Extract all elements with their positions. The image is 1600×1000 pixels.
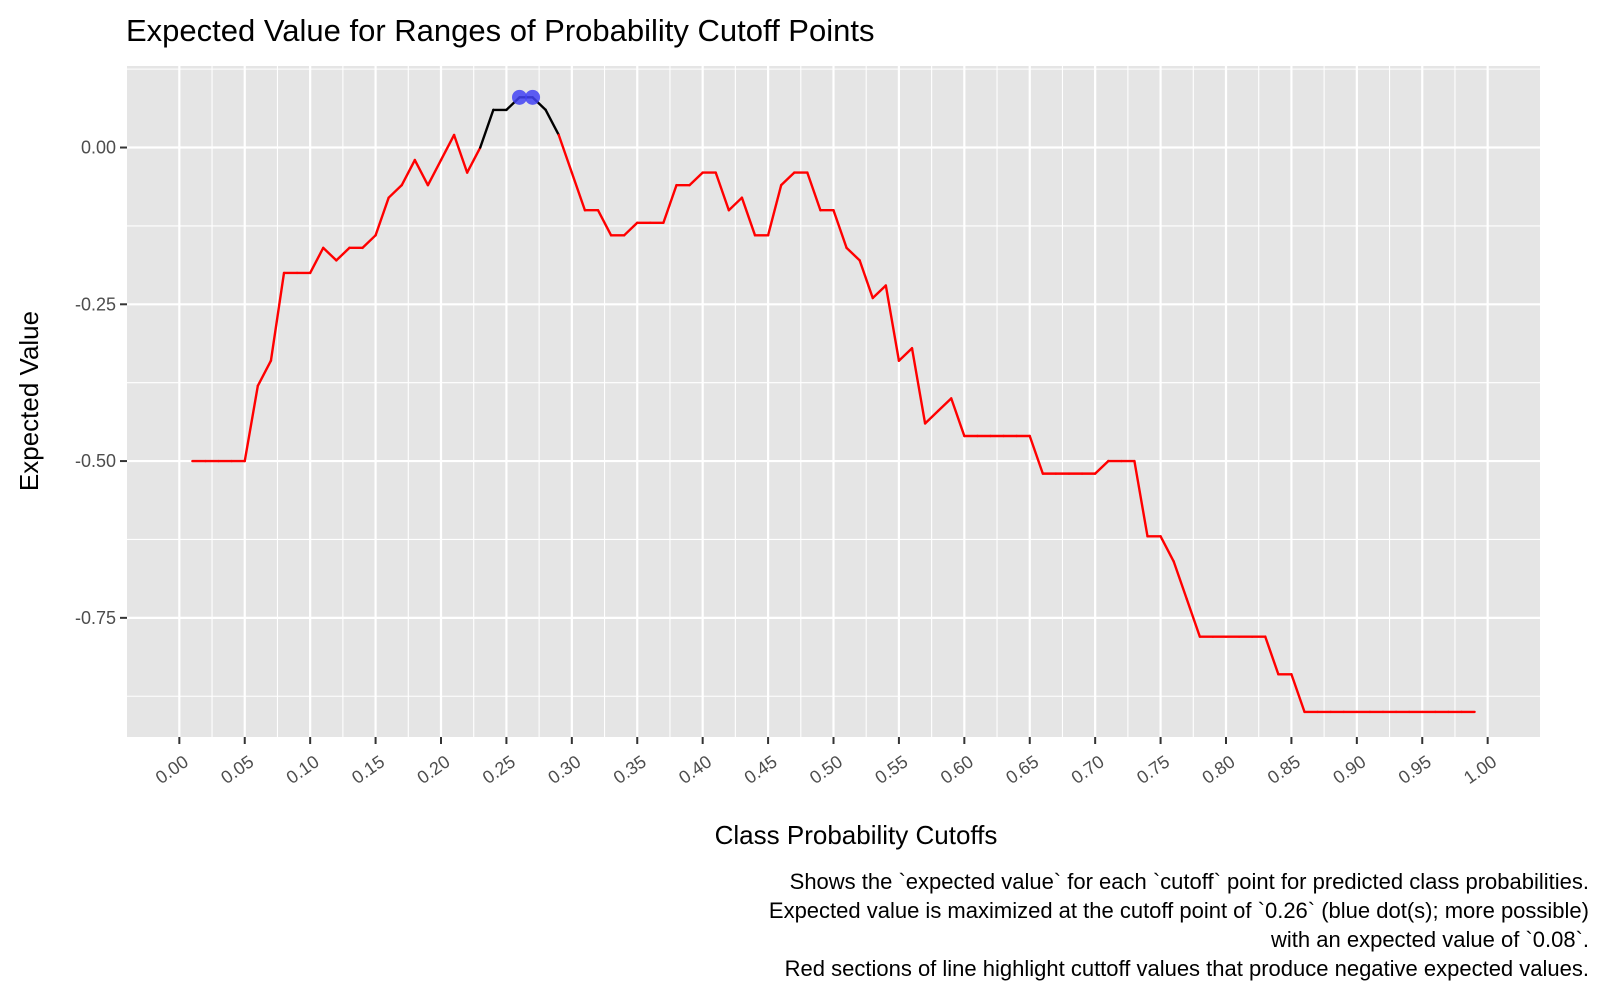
x-tick-label: 0.55 xyxy=(871,751,911,787)
line-segment xyxy=(740,196,757,237)
line-segment xyxy=(465,146,482,174)
line-segment xyxy=(596,209,613,237)
x-tick-label: 0.05 xyxy=(217,751,257,787)
x-tick-label: 0.70 xyxy=(1068,751,1108,787)
line-segment xyxy=(766,183,783,237)
x-tick-label: 0.25 xyxy=(479,751,519,787)
y-tick-label: -0.25 xyxy=(75,294,116,314)
x-tick-label: 0.75 xyxy=(1133,751,1173,787)
x-tick-label: 0.10 xyxy=(283,751,323,787)
line-segment xyxy=(1133,459,1149,538)
x-tick-label: 0.45 xyxy=(741,751,781,787)
line-segment xyxy=(361,234,377,250)
line-segment xyxy=(806,171,822,212)
line-segment xyxy=(1290,673,1306,714)
x-tick-label: 0.60 xyxy=(937,751,977,787)
y-tick-label: -0.75 xyxy=(75,608,116,628)
x-tick-label: 0.30 xyxy=(544,751,584,787)
x-tick-label: 0.50 xyxy=(806,751,846,787)
line-segment xyxy=(1264,635,1280,676)
chart-caption: Shows the `expected value` for each `cut… xyxy=(769,869,1589,981)
max-expected-value-points xyxy=(512,89,541,105)
line-segment xyxy=(845,246,861,262)
caption-line: Red sections of line highlight cuttoff v… xyxy=(785,956,1589,981)
line-segment xyxy=(557,133,574,174)
line-segment xyxy=(308,246,325,275)
x-tick-label: 0.35 xyxy=(610,751,650,787)
line-segment xyxy=(858,259,874,300)
line-segment xyxy=(1185,597,1202,638)
line-segment xyxy=(950,397,966,438)
line-segment xyxy=(779,171,796,187)
line-segment xyxy=(269,271,286,362)
line-segment xyxy=(439,133,456,162)
x-tick-label: 0.40 xyxy=(675,751,715,787)
major-gridlines xyxy=(127,66,1540,737)
x-tick-label: 0.90 xyxy=(1329,751,1369,787)
line-segment xyxy=(322,246,338,262)
line-segment xyxy=(335,246,351,262)
x-tick-label: 0.80 xyxy=(1198,751,1238,787)
line-segment xyxy=(688,171,704,187)
line-segment xyxy=(727,196,744,212)
x-axis: 0.00 0.05 0.10 0.15 0.20 0.25 0.30 0.35 0.40 0.45… xyxy=(152,737,1500,788)
line-segment xyxy=(374,196,390,237)
y-axis: 0.00 -0.25 -0.50 -0.75 xyxy=(75,138,127,628)
line-segment xyxy=(479,108,495,149)
max-point xyxy=(512,89,527,105)
x-tick-label: 0.65 xyxy=(1002,751,1042,787)
line-segment xyxy=(256,359,273,388)
line-segment xyxy=(622,221,639,237)
line-segment xyxy=(923,409,940,425)
x-tick-label: 0.20 xyxy=(413,751,453,787)
line-segment xyxy=(413,158,430,187)
y-axis-label: Expected Value xyxy=(14,311,44,491)
y-tick-label: -0.50 xyxy=(75,451,116,471)
x-tick-label: 0.15 xyxy=(348,751,388,787)
line-segment xyxy=(662,183,678,224)
x-tick-label: 1.00 xyxy=(1460,751,1500,787)
line-segment xyxy=(570,171,587,212)
line-segment xyxy=(714,171,731,212)
line-segment xyxy=(1028,434,1045,475)
x-axis-label: Class Probability Cutoffs xyxy=(715,820,998,850)
max-point xyxy=(525,89,541,105)
expected-value-line xyxy=(191,96,1476,714)
x-tick-label: 0.85 xyxy=(1264,751,1304,787)
x-tick-label: 0.95 xyxy=(1395,751,1435,787)
line-segment xyxy=(871,284,888,300)
line-segment xyxy=(452,133,469,174)
chart-title: Expected Value for Ranges of Probability… xyxy=(126,13,874,48)
x-tick-label: 0.00 xyxy=(152,751,192,787)
line-segment xyxy=(387,183,403,199)
caption-line: with an expected value of `0.08`. xyxy=(1270,927,1589,952)
y-tick-label: 0.00 xyxy=(81,138,116,158)
line-segment xyxy=(936,397,953,413)
line-segment xyxy=(884,284,901,362)
line-segment xyxy=(832,209,848,250)
line-segment xyxy=(897,346,914,362)
line-segment xyxy=(400,158,417,187)
line-segment xyxy=(1172,560,1188,601)
line-segment xyxy=(426,158,443,187)
caption-line: Expected value is maximized at the cutof… xyxy=(769,898,1589,923)
line-segment xyxy=(1159,535,1175,563)
line-segment xyxy=(1093,459,1110,475)
caption-line: Shows the `expected value` for each `cut… xyxy=(790,869,1589,894)
line-segment xyxy=(544,108,560,137)
line-segment xyxy=(910,346,927,425)
line-segment xyxy=(243,384,260,463)
